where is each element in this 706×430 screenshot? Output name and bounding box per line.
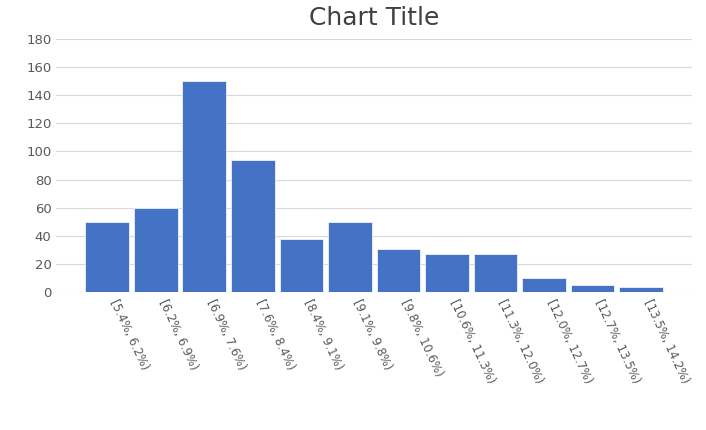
Bar xyxy=(328,222,372,292)
Title: Chart Title: Chart Title xyxy=(309,6,439,30)
Bar xyxy=(134,208,178,292)
Bar xyxy=(474,255,517,292)
Bar xyxy=(182,81,226,292)
Bar xyxy=(425,255,469,292)
Bar xyxy=(231,160,275,292)
Bar xyxy=(522,278,566,292)
Bar xyxy=(85,222,129,292)
Bar xyxy=(570,286,614,292)
Bar xyxy=(376,249,420,292)
Bar xyxy=(280,239,323,292)
Bar xyxy=(619,287,663,292)
